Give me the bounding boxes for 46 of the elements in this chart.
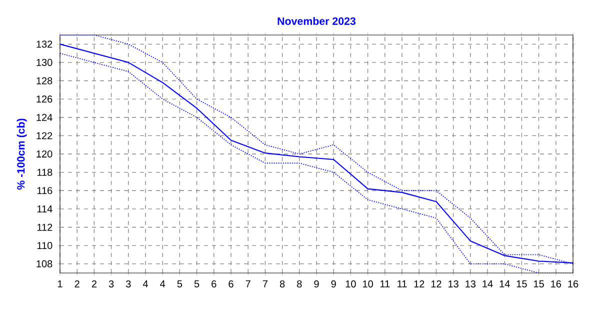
- y-tick-label: 128: [36, 77, 52, 84]
- x-tick-label: 13: [448, 280, 458, 288]
- x-tick-label: 5: [194, 280, 200, 288]
- x-tick-label: 14: [482, 280, 493, 288]
- y-tick-label: 114: [37, 205, 52, 212]
- y-tick-label: 132: [36, 40, 52, 48]
- chart-title: November 2023: [278, 17, 356, 25]
- x-tick-label: 16: [568, 280, 578, 288]
- x-tick-label: 3: [108, 280, 114, 288]
- x-tick-label: 15: [534, 280, 544, 288]
- x-tick-label: 15: [516, 280, 527, 288]
- x-tick-label: 6: [228, 280, 234, 288]
- y-tick-label: 124: [36, 114, 52, 121]
- x-tick-label: 2: [74, 280, 80, 288]
- x-tick-label: 4: [160, 280, 166, 288]
- x-tick-label: 6: [212, 280, 216, 288]
- x-tick-label: 5: [177, 280, 182, 288]
- x-tick-label: 3: [126, 280, 131, 288]
- x-tick-label: 9: [331, 280, 336, 288]
- x-tick-label: 11: [398, 280, 407, 288]
- x-tick-label: 1: [58, 280, 62, 288]
- y-tick-label: 130: [36, 58, 52, 66]
- y-tick-label: 118: [37, 168, 52, 176]
- y-tick-label: 110: [37, 242, 52, 250]
- y-tick-label: 112: [37, 224, 52, 231]
- y-tick-label: 126: [36, 96, 52, 103]
- x-tick-label: 12: [431, 280, 442, 288]
- x-tick-label: 8: [297, 280, 302, 288]
- x-tick-label: 4: [142, 280, 148, 288]
- x-tick-label: 13: [466, 280, 476, 288]
- x-tick-label: 14: [500, 280, 510, 288]
- y-tick-label: 116: [37, 187, 52, 194]
- y-tick-label: 122: [36, 132, 52, 140]
- x-tick-label: 2: [92, 280, 96, 288]
- x-tick-label: 10: [362, 280, 373, 288]
- x-tick-label: 11: [380, 280, 390, 288]
- x-tick-label: 10: [346, 280, 356, 288]
- x-tick-label: 7: [246, 280, 250, 288]
- x-tick-label: 9: [314, 280, 319, 288]
- x-tick-label: 16: [551, 280, 562, 288]
- x-tick-label: 8: [280, 280, 285, 288]
- x-tick-label: 12: [414, 280, 424, 288]
- y-tick-label: 120: [36, 150, 52, 158]
- y-axis-title: % -100cm (cb): [16, 118, 27, 190]
- x-tick-label: 7: [262, 280, 268, 288]
- y-tick-label: 108: [36, 260, 52, 268]
